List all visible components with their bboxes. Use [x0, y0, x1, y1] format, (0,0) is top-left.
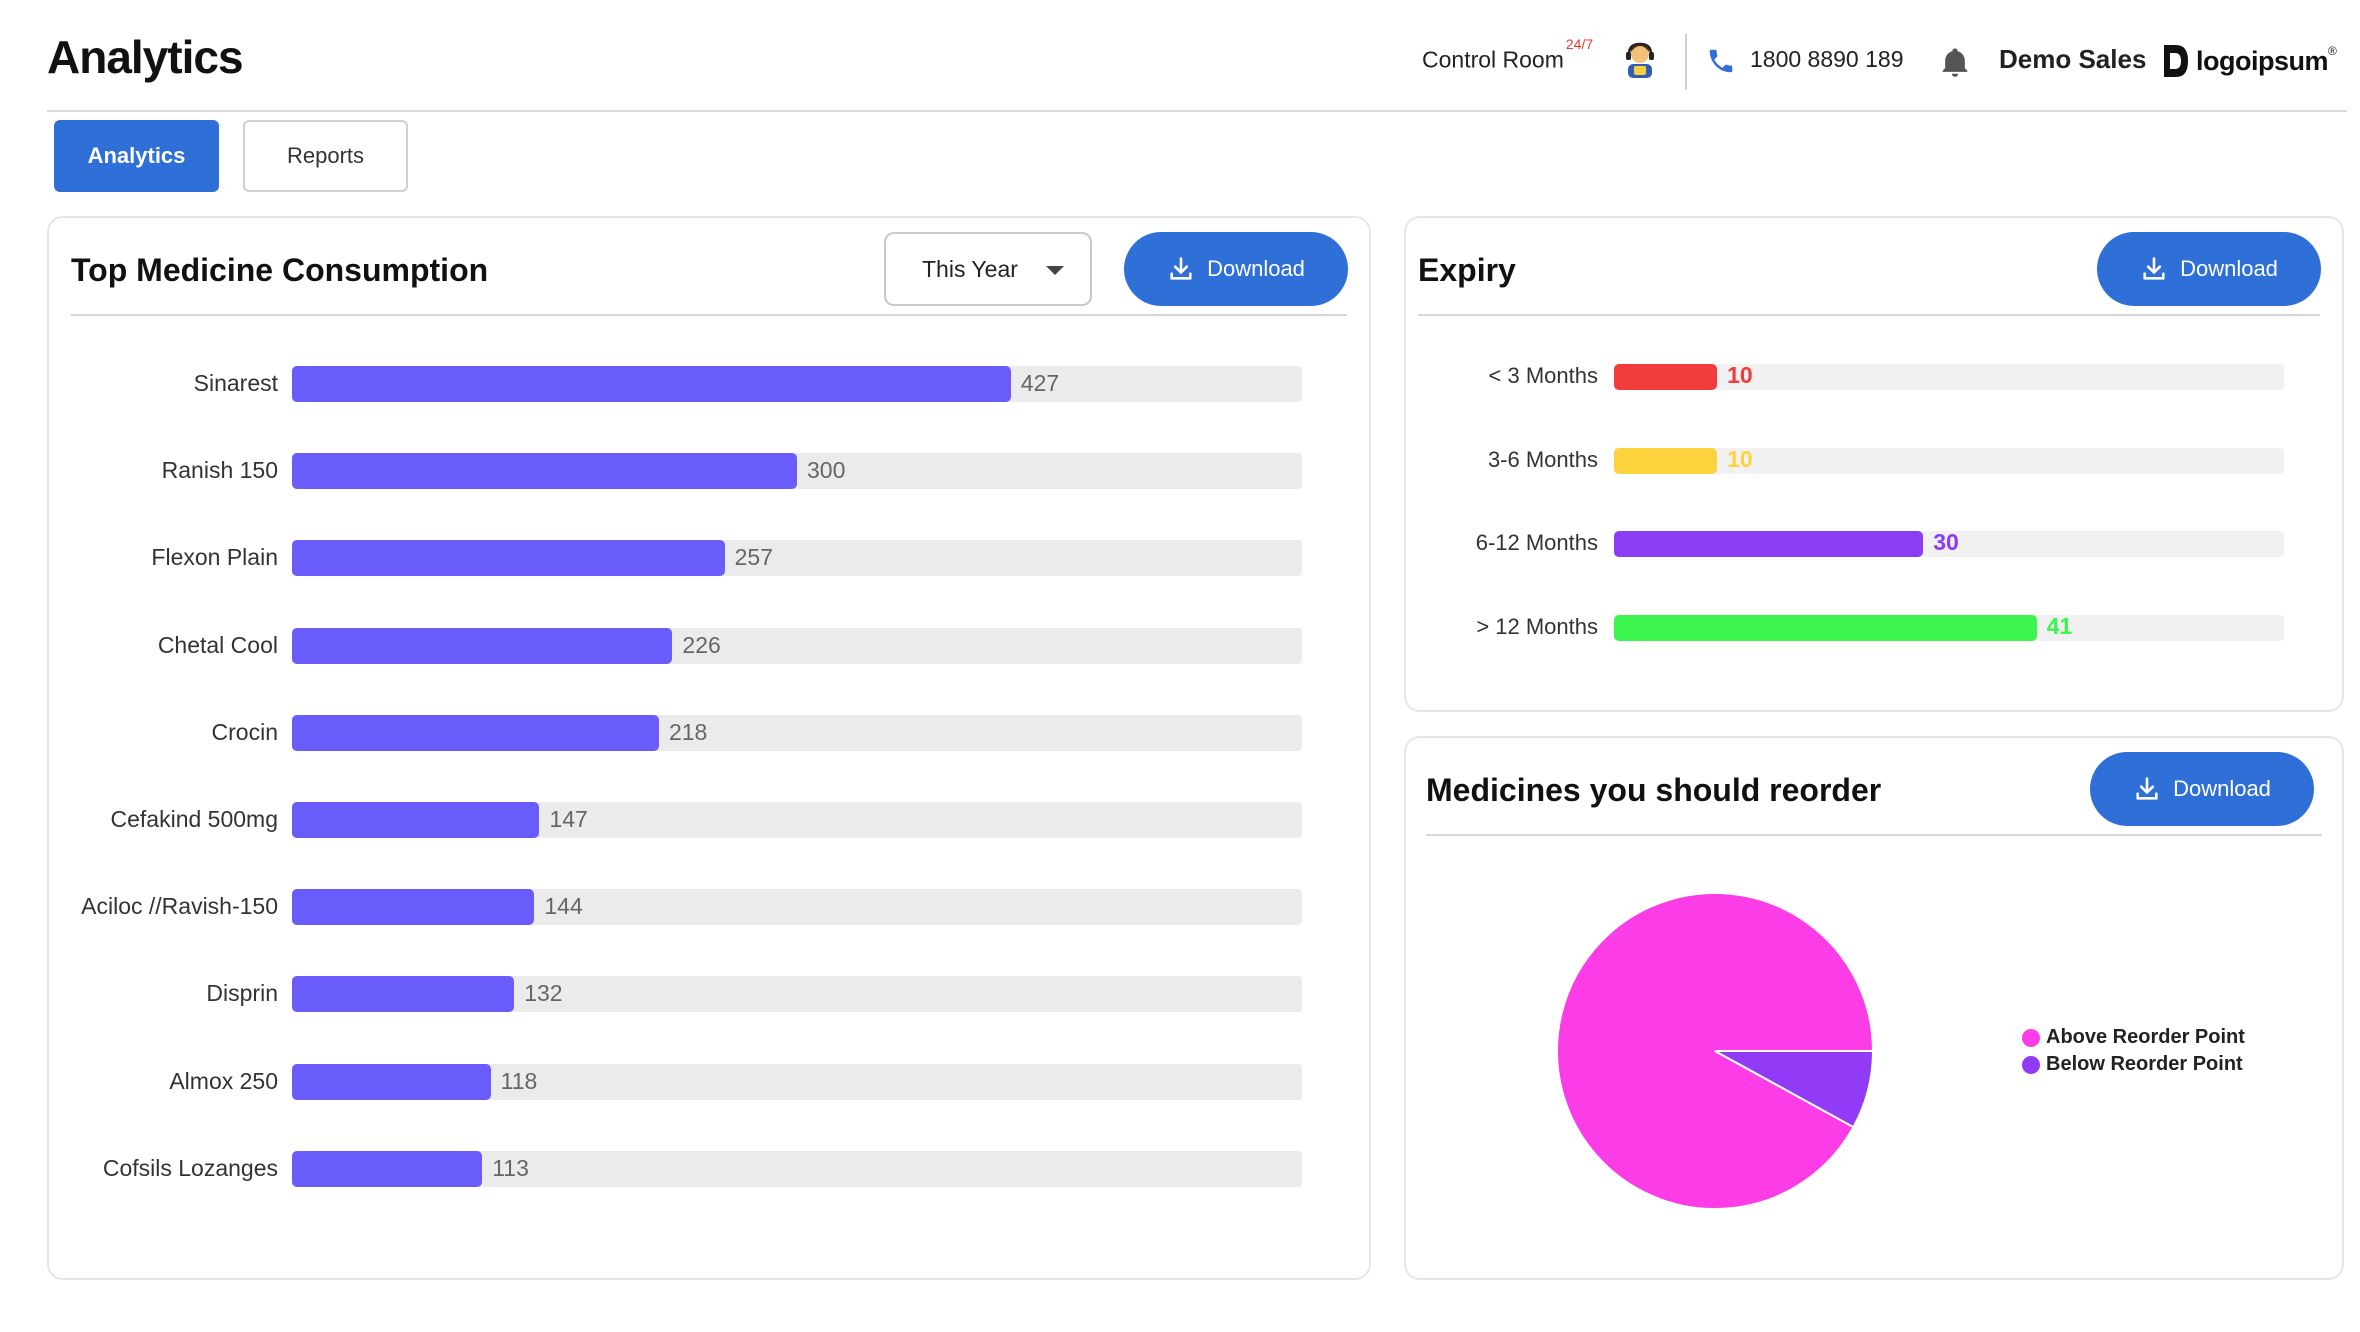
- bar-label: < 3 Months: [1488, 363, 1598, 388]
- logo-mark-icon: [2164, 45, 2188, 77]
- bar: [1614, 531, 1924, 557]
- bar-label: > 12 Months: [1476, 613, 1598, 639]
- reorder-title: Medicines you should reorder: [1426, 772, 1882, 808]
- consumption-title: Top Medicine Consumption: [71, 252, 489, 288]
- bar: [292, 802, 540, 838]
- bar-label: 3-6 Months: [1487, 446, 1598, 472]
- bar: [292, 889, 535, 926]
- chevron-down-icon: [1046, 266, 1064, 275]
- bar: [292, 1063, 491, 1100]
- legend-item: Above Reorder Point: [2022, 1026, 2245, 1049]
- bar: [1614, 614, 2037, 641]
- bar-track: [1614, 364, 2284, 390]
- page-title: Analytics: [47, 31, 244, 83]
- header-divider-line: [47, 110, 2347, 112]
- bar-value-label: 118: [500, 1067, 538, 1094]
- bar: [292, 714, 659, 751]
- bar-label: Cofsils Lozanges: [102, 1154, 278, 1181]
- bar-label: Almox 250: [169, 1067, 278, 1094]
- bar-track: [1614, 447, 2284, 474]
- bar-label: Aciloc //Ravish-150: [81, 893, 278, 920]
- expiry-download-button[interactable]: Download: [2097, 232, 2321, 306]
- bar-value-label: 10: [1727, 445, 1753, 472]
- pie-slice: [1714, 1050, 1875, 1129]
- bar-label: 6-12 Months: [1475, 530, 1598, 555]
- control-room-label: Control Room: [1422, 46, 1564, 73]
- bar-value-label: 427: [1020, 370, 1060, 396]
- legend-label: Above Reorder Point: [2046, 1026, 2245, 1048]
- download-icon: [2143, 257, 2165, 280]
- bar: [292, 976, 515, 1013]
- bar: [1614, 364, 1718, 390]
- bar-value-label: 132: [524, 980, 563, 1007]
- consumption-divider: [71, 314, 1347, 316]
- period-dropdown[interactable]: This Year: [884, 232, 1092, 306]
- bar-value-label: 257: [734, 544, 773, 571]
- reorder-divider: [1426, 834, 2322, 836]
- legend-swatch: [2022, 1028, 2040, 1047]
- company-name[interactable]: Demo Sales: [1999, 44, 2147, 74]
- bar-label: Crocin: [211, 718, 278, 745]
- expiry-title: Expiry: [1418, 252, 1516, 288]
- bar-value-label: 226: [682, 631, 721, 658]
- bar-value-label: 41: [2046, 612, 2073, 639]
- support-agent-icon[interactable]: [1620, 40, 1660, 80]
- bar: [1614, 447, 1718, 474]
- bar: [292, 366, 1011, 402]
- bar-label: Ranish 150: [161, 457, 278, 484]
- reorder-download-button[interactable]: Download: [2090, 752, 2314, 826]
- legend-label: Below Reorder Point: [2046, 1053, 2243, 1075]
- bar-value-label: 10: [1727, 362, 1753, 388]
- download-icon: [1170, 257, 1192, 280]
- logo-text: logoipsum: [2196, 45, 2329, 76]
- bar-value-label: 30: [1933, 529, 1959, 555]
- bar: [292, 453, 797, 490]
- legend-item: Below Reorder Point: [2022, 1053, 2245, 1076]
- download-label: Download: [2180, 256, 2278, 281]
- period-selected-value: This Year: [922, 255, 1018, 282]
- bell-icon[interactable]: [1940, 46, 1970, 78]
- bar-label: Chetal Cool: [157, 631, 278, 658]
- bar-value-label: 144: [544, 893, 583, 920]
- reorder-panel: [1404, 736, 2344, 1280]
- bar-label: Cefakind 500mg: [110, 806, 279, 832]
- bar-value-label: 147: [549, 806, 588, 832]
- bar-label: Disprin: [206, 980, 278, 1007]
- bar: [292, 540, 725, 577]
- header-divider: [1685, 34, 1687, 90]
- logo: logoipsum ®: [2160, 40, 2337, 82]
- bar-label: Flexon Plain: [151, 544, 278, 571]
- expiry-divider: [1418, 314, 2320, 316]
- control-room-badge: 24/7: [1565, 36, 1594, 52]
- download-label: Download: [2173, 776, 2271, 801]
- bar-value-label: 113: [492, 1154, 529, 1181]
- control-room-link[interactable]: Control Room24/7: [1422, 36, 1593, 74]
- bar: [292, 627, 673, 664]
- consumption-download-button[interactable]: Download: [1124, 232, 1348, 306]
- reorder-legend: Above Reorder Point Below Reorder Point: [2022, 1026, 2245, 1080]
- phone-icon[interactable]: [1706, 46, 1736, 76]
- bar-label: Sinarest: [193, 370, 278, 396]
- bar: [292, 1150, 483, 1187]
- reorder-pie-chart: [1556, 892, 1875, 1210]
- phone-number[interactable]: 1800 8890 189: [1750, 46, 1904, 72]
- tab-reports[interactable]: Reports: [243, 120, 408, 192]
- legend-swatch: [2022, 1055, 2040, 1074]
- tab-analytics[interactable]: Analytics: [54, 120, 219, 192]
- bar-value-label: 218: [668, 718, 708, 745]
- bar-value-label: 300: [807, 457, 846, 484]
- download-label: Download: [1207, 256, 1305, 281]
- download-icon: [2136, 777, 2158, 800]
- logo-registered-mark: ®: [2328, 44, 2337, 58]
